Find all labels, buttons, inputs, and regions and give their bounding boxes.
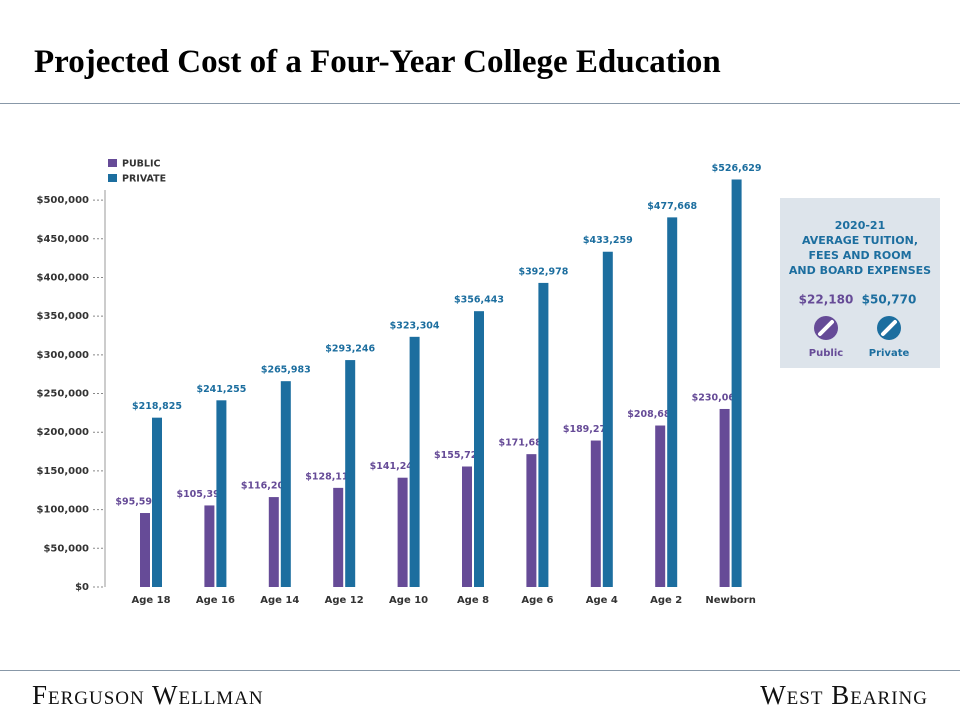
title-rule [0,103,960,104]
bar [152,417,162,587]
data-label: $293,246 [325,344,375,355]
sidebar-label: Private [869,348,910,359]
bar [409,336,420,587]
data-label: $95,599 [115,497,158,508]
bar [333,487,344,587]
data-label: $128,111 [305,471,355,482]
data-label: $141,243 [370,461,420,472]
data-label: $526,629 [712,163,762,174]
sidebar-amount: $22,180 [799,293,854,307]
x-tick-label: Newborn [705,595,755,606]
legend-label: PRIVATE [122,174,166,185]
data-label: $230,069 [692,392,742,403]
data-label: $105,397 [176,489,226,500]
x-tick-label: Age 8 [457,595,489,606]
bar [216,400,227,587]
y-tick-label: $200,000 [36,427,89,438]
x-tick-label: Age 2 [650,595,682,606]
y-tick-label: $250,000 [36,389,89,400]
x-tick-label: Age 16 [196,595,235,606]
data-label: $155,720 [434,450,484,461]
bar [667,217,678,587]
data-label: $477,668 [647,201,697,212]
y-tick-label: $300,000 [36,350,89,361]
data-label: $189,279 [563,424,613,435]
bar [526,454,537,587]
x-tick-label: Age 12 [325,595,364,606]
legend-label: PUBLIC [122,159,161,170]
bar [345,360,356,587]
data-label: $392,978 [518,266,568,277]
footer-right: West Bearing [760,680,928,710]
data-label: $241,255 [196,384,246,395]
data-label: $171,681 [498,438,548,449]
x-tick-label: Age 18 [131,595,170,606]
data-label: $116,201 [241,481,291,492]
y-tick-label: $150,000 [36,466,89,477]
y-tick-label: $500,000 [36,195,89,206]
bar [590,440,601,587]
footer-rule [0,670,960,671]
y-tick-label: $100,000 [36,505,89,516]
bar [140,513,150,587]
bar [462,466,472,587]
legend-swatch [108,159,117,167]
bar [719,408,730,587]
x-tick-label: Age 10 [389,595,428,606]
data-label: $208,680 [627,409,677,420]
x-tick-label: Age 14 [260,595,299,606]
y-tick-label: $400,000 [36,272,89,283]
x-tick-label: Age 4 [586,595,618,606]
bar [538,282,549,587]
y-tick-label: $50,000 [43,543,89,554]
sidebar-box [780,198,940,368]
private-icon-glyph [881,320,897,336]
data-label: $265,983 [261,365,311,376]
slide-title: Projected Cost of a Four-Year College Ed… [34,44,721,80]
y-tick-label: $0 [75,582,89,593]
bar [655,425,666,587]
data-label: $356,443 [454,295,504,306]
sidebar-label: Public [809,348,843,359]
bar [731,179,742,587]
y-tick-label: $350,000 [36,311,89,322]
data-label: $218,825 [132,401,182,412]
bar [204,505,215,587]
sidebar-amount: $50,770 [862,293,917,307]
x-tick-label: Age 6 [521,595,553,606]
y-tick-label: $450,000 [36,234,89,245]
legend-swatch [108,174,117,182]
footer-left: Ferguson Wellman [32,680,264,710]
sidebar-title: 2020-21 AVERAGE TUITION, FEES AND ROOM AND … [789,219,931,277]
bar [268,497,279,587]
data-label: $433,259 [583,235,633,246]
public-icon-glyph [818,320,834,336]
bar [397,477,408,587]
bar [474,311,484,587]
data-label: $323,304 [390,320,440,331]
bar [602,251,613,587]
bar [280,381,291,587]
